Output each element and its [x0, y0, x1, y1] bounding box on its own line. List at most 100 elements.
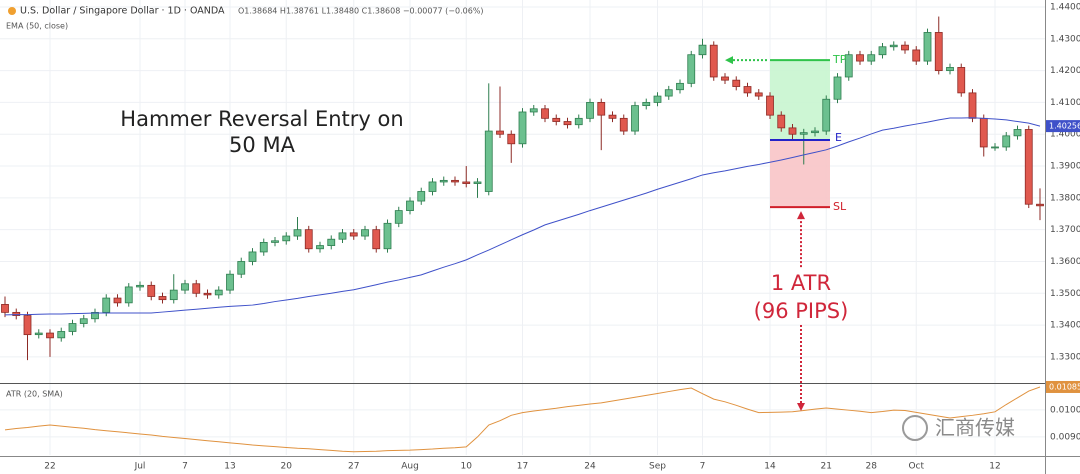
candle-body [934, 32, 943, 72]
candle-body [23, 315, 32, 336]
candle-body [406, 200, 414, 211]
candle-body [991, 146, 999, 149]
y-tick-label: 1.34000 [1050, 321, 1080, 331]
candle-body [1, 304, 9, 313]
candle-body [574, 117, 583, 126]
x-tick-label: 22 [44, 462, 55, 472]
candle-body [417, 191, 426, 202]
candle-body [912, 49, 921, 62]
candle-body [12, 311, 21, 316]
x-tick-label: 7 [182, 462, 188, 472]
tp-arrowhead [725, 56, 733, 65]
candle-body [1024, 129, 1033, 205]
candle-body [709, 44, 718, 78]
candle-body [788, 127, 797, 135]
x-tick-label: 28 [866, 462, 878, 472]
candle-body [923, 32, 932, 62]
loss-zone [770, 139, 830, 208]
x-tick-label: 12 [989, 462, 1000, 472]
candle-body [46, 332, 54, 339]
candle-body [259, 241, 268, 253]
candle-body [203, 292, 212, 296]
candle-body [529, 108, 538, 113]
candle-body [743, 86, 752, 94]
note: 50 MA [229, 133, 296, 157]
candle-body [1036, 203, 1044, 207]
tp-label: TP [832, 53, 847, 66]
series-line [4, 386, 1041, 453]
candle-body [608, 114, 617, 119]
candle-body [124, 286, 133, 304]
candle-body [372, 229, 381, 250]
atr-legend: ATR (20, SMA) [6, 390, 63, 399]
y-tick-label: 1.38000 [1050, 193, 1080, 203]
candle-body [653, 95, 662, 103]
x-tick-label: 21 [821, 462, 832, 472]
candle-body [676, 82, 684, 91]
y-tick-label: 1.41000 [1050, 98, 1080, 108]
candle-body [473, 181, 482, 184]
candle-body [766, 95, 774, 116]
candle-body [113, 297, 122, 304]
candle-body [822, 98, 831, 132]
candle-body [901, 44, 909, 51]
candle-body [361, 229, 369, 237]
candle-body [979, 117, 988, 148]
candle-body [383, 222, 392, 250]
candle-body [811, 130, 819, 134]
candle-body [619, 117, 628, 132]
y-tick-label: 0.00900 [1050, 432, 1080, 442]
note: Hammer Reversal Entry on [120, 107, 403, 131]
candle-body [451, 179, 459, 183]
candle-body [631, 105, 639, 132]
ema-legend: EMA (50, close) [6, 22, 68, 31]
candle-body [68, 323, 77, 332]
candle-body [586, 102, 594, 119]
x-tick-label: 20 [281, 462, 293, 472]
candle-body [282, 235, 291, 242]
candle-body [316, 245, 324, 250]
y-tick-label: 1.39000 [1050, 162, 1080, 172]
atr-note: 1 ATR [771, 271, 831, 295]
y-tick-label: 1.35000 [1050, 289, 1080, 299]
symbol-icon [8, 7, 16, 15]
y-tick-label: 1.40000 [1050, 130, 1080, 140]
candle-body [496, 130, 504, 135]
candle-body [552, 117, 561, 122]
candle-body [79, 318, 88, 324]
candle-body [34, 332, 43, 336]
candle-body [754, 92, 763, 97]
candle-body [214, 289, 223, 296]
x-tick-label: 13 [224, 462, 235, 472]
candle-body [777, 114, 786, 129]
x-tick-label: 27 [348, 462, 359, 472]
candle-body [237, 261, 246, 275]
candle-body [968, 92, 977, 119]
candle-body [946, 67, 954, 72]
candle-body [721, 76, 729, 81]
candle-body [484, 130, 493, 192]
ohlc-legend: O1.38684 H1.38761 L1.38480 C1.38608 −0.0… [238, 7, 484, 16]
candle-body [541, 108, 549, 119]
x-tick-label: 24 [584, 462, 596, 472]
candle-body [957, 67, 966, 94]
last-value-box [1046, 380, 1080, 393]
candle-body [91, 311, 99, 320]
x-tick-label: Sep [649, 462, 666, 472]
candle-body [856, 54, 864, 62]
candle-body [271, 240, 279, 243]
x-tick-label: Oct [908, 462, 924, 472]
candle-body [158, 296, 167, 301]
x-tick-label: 17 [517, 462, 528, 472]
x-tick-label: 7 [700, 462, 706, 472]
candle-body [1013, 129, 1022, 137]
candle-body [293, 229, 302, 237]
candle-body [169, 289, 178, 301]
atr-arrowhead-down [797, 403, 805, 411]
entry-label: E [835, 131, 842, 144]
candle-body [878, 46, 887, 56]
candle-body [597, 102, 606, 116]
candle-body [799, 132, 808, 135]
candle-body [507, 133, 516, 145]
